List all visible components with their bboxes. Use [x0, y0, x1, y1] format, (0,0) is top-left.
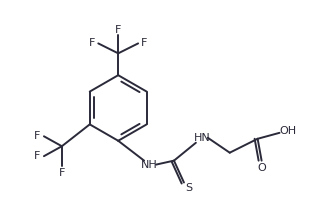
Text: NH: NH: [141, 160, 158, 170]
Text: S: S: [185, 183, 193, 193]
Text: HN: HN: [194, 133, 210, 143]
Text: F: F: [141, 38, 147, 48]
Text: F: F: [59, 168, 65, 178]
Text: F: F: [89, 38, 95, 48]
Text: F: F: [34, 131, 40, 141]
Text: O: O: [257, 163, 266, 173]
Text: F: F: [115, 26, 121, 35]
Text: F: F: [34, 151, 40, 161]
Text: OH: OH: [279, 126, 296, 136]
